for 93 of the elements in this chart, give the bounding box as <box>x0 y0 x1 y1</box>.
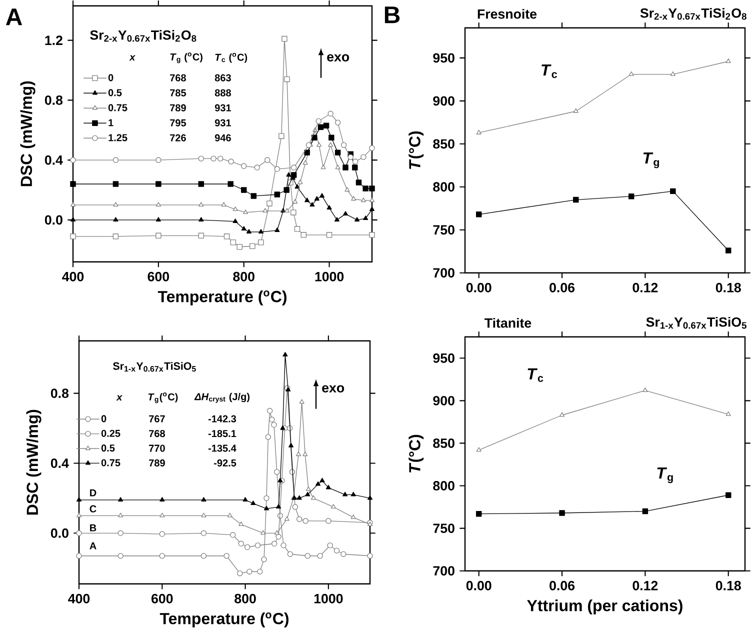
x-tick-label: 0.12 <box>632 282 658 292</box>
annotation: 789 <box>149 459 165 467</box>
x-axis-title: Yttrium (per cations) <box>527 600 682 614</box>
legend-label: 1 <box>108 119 114 126</box>
chart-subtitle: Sr$_{1-x}$Y$_{0.67x}$TiSiO$_{5}$ <box>646 317 746 329</box>
annotation: 785 <box>170 89 186 96</box>
annotation: 767 <box>149 415 165 422</box>
annotation: A <box>90 542 96 550</box>
legend-title: Sr$_{2-x}$Y$_{0.67x}$TiSi$_{2}$O$_{8}$ <box>90 30 196 42</box>
legend-label: 0.75 <box>108 104 128 112</box>
y-tick-label: 0.8 <box>44 96 63 105</box>
x-tick-label: 0.00 <box>466 580 492 590</box>
annotation: -135.4 <box>208 444 236 452</box>
x-tick-label: 0.12 <box>632 580 658 590</box>
legend-label: 1.25 <box>108 134 128 142</box>
annotation: -142.3 <box>208 415 236 422</box>
y-tick-label: 800 <box>433 182 454 192</box>
x-tick-label: 1000 <box>314 594 343 604</box>
text: T$_{c}$ <box>528 368 544 382</box>
y-tick-label: 700 <box>433 566 454 576</box>
series-label: T$_{g}$ <box>657 468 673 484</box>
y-axis-title: T(°C) <box>408 434 424 473</box>
annotation: ΔH$_{cryst}$ (J/g) <box>194 392 250 403</box>
x-tick-label: 600 <box>148 272 170 282</box>
annotation: T$_{g}$($^{o}$C) <box>148 392 178 404</box>
chart-title: Titanite <box>484 318 532 328</box>
y-tick-label: 950 <box>433 53 454 63</box>
annotation: 789 <box>170 104 186 112</box>
annotation: 946 <box>214 134 231 142</box>
y-tick-label: 750 <box>433 225 454 235</box>
annotation: 768 <box>149 430 165 438</box>
x-tick-label: 0.18 <box>716 580 741 590</box>
chart-subtitle: Sr$_{2-x}$Y$_{0.67x}$TiSi$_{2}$O$_{8}$ <box>640 8 746 20</box>
text: B <box>384 6 400 24</box>
legend-label: 0 <box>108 74 114 82</box>
x-tick-label: 0.06 <box>550 282 575 292</box>
annotation: 931 <box>214 104 232 112</box>
y-tick-label: 800 <box>433 481 454 491</box>
x-tick-label: 0.00 <box>466 282 492 292</box>
text: A <box>6 8 22 26</box>
x-tick-label: 0.18 <box>716 282 741 292</box>
annotation: 863 <box>214 74 231 82</box>
legend-label: 0.5 <box>101 444 115 452</box>
y-tick-label: 0.4 <box>44 155 63 165</box>
y-tick-label: 1.2 <box>45 36 62 46</box>
legend-label: 0.75 <box>101 459 120 466</box>
y-tick-label: 0.4 <box>50 458 69 468</box>
x-tick-label: 600 <box>152 594 173 604</box>
series-label: T$_{g}$ <box>643 152 659 168</box>
x-axis-title: Temperature ($^{o}$C) <box>160 612 288 628</box>
x-tick-label: 800 <box>234 594 256 604</box>
legend-title: Sr$_{1-x}$Y$_{0.67x}$TiSiO$_{5}$ <box>113 362 196 372</box>
annotation: C <box>90 505 96 512</box>
chart-title: Fresnoite <box>478 9 537 19</box>
y-axis-title: DSC (mW/mg) <box>20 81 36 186</box>
y-tick-label: 850 <box>433 139 454 149</box>
annotation: 770 <box>149 444 165 452</box>
x-tick-label: 400 <box>62 272 84 282</box>
y-tick-label: 0.8 <box>50 388 69 398</box>
y-tick-label: 900 <box>433 396 454 406</box>
x-tick-label: 400 <box>68 594 90 604</box>
annotation: x <box>116 395 122 401</box>
annotation: D <box>90 489 96 496</box>
annotation: T$_{c}$ ($^{o}$C) <box>215 53 248 63</box>
annotation: 931 <box>214 119 232 126</box>
y-axis-title: DSC (mW/mg) <box>26 410 42 515</box>
annotation: 888 <box>214 89 231 96</box>
annotation: x <box>129 55 136 61</box>
y-tick-label: 0.0 <box>44 215 62 225</box>
annotation: exo <box>322 385 344 393</box>
legend-label: 0.5 <box>108 89 122 96</box>
x-axis-title: Temperature ($^{o}$C) <box>158 290 286 306</box>
y-tick-label: 900 <box>433 96 454 106</box>
x-tick-label: 1000 <box>315 272 344 282</box>
annotation: -92.5 <box>214 459 236 467</box>
y-tick-label: 950 <box>433 353 454 363</box>
legend-label: 0 <box>101 415 106 422</box>
x-tick-label: 800 <box>233 272 254 282</box>
text: T$_{c}$ <box>542 64 557 78</box>
y-tick-label: 850 <box>433 438 454 448</box>
legend-label: 0.25 <box>101 430 120 437</box>
annotation: exo <box>327 54 350 62</box>
annotation: 768 <box>170 74 186 82</box>
annotation: -185.1 <box>208 430 236 438</box>
y-tick-label: 700 <box>433 268 454 278</box>
annotation: 795 <box>170 119 186 126</box>
annotation: 726 <box>170 134 186 142</box>
y-tick-label: 0.0 <box>50 528 68 538</box>
annotation: B <box>90 524 96 532</box>
annotation: T$_{g}$ ($^{o}$C) <box>170 52 202 64</box>
x-tick-label: 0.06 <box>550 580 575 590</box>
y-tick-label: 750 <box>433 524 454 534</box>
y-axis-title: T(°C) <box>408 131 424 170</box>
